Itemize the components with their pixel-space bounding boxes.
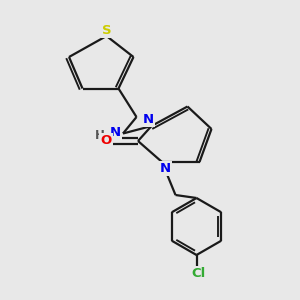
Text: O: O [100,134,112,148]
Text: Cl: Cl [191,267,205,280]
Text: N: N [160,162,171,175]
Text: N: N [143,113,154,126]
Text: H: H [95,129,104,142]
Text: S: S [102,24,111,37]
Text: N: N [110,126,121,140]
